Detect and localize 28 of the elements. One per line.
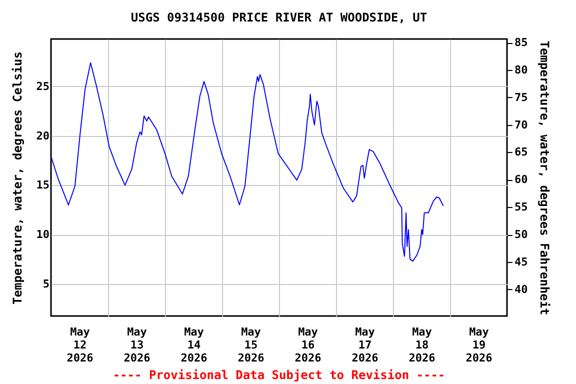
y-axis-title: Temperature, water, degrees Celsius (10, 52, 24, 304)
x-tick-label: May 16 2026 (294, 326, 322, 364)
y2-tick-label: 45 (514, 255, 528, 268)
text: ---- Provisional Data Subject to Revision ---- (112, 368, 446, 382)
chart-title: USGS 09314500 PRICE RIVER AT WOODSIDE, UT (130, 10, 428, 24)
x-tick-label: May 18 2026 (408, 326, 436, 364)
x-tick-label: May 15 2026 (238, 326, 265, 364)
line-series (51, 62, 444, 262)
y2-tick-label: 80 (514, 63, 528, 76)
y2-tick-label: 70 (514, 118, 528, 132)
y2-tick-label: 60 (514, 173, 528, 186)
y-tick-label: 25 (36, 80, 50, 93)
y-tick-label: 5 (42, 277, 50, 290)
y-tick-label: 20 (36, 129, 50, 142)
x-tick-label: May 12 2026 (66, 326, 94, 364)
x-tick-label: May 13 2026 (124, 326, 151, 364)
y2-tick-label: 75 (514, 90, 528, 104)
x-tick-label: May 17 2026 (352, 326, 379, 364)
y2-tick-label: 55 (514, 200, 528, 214)
x-tick-label: May 19 2026 (466, 326, 493, 364)
x-tick-label: May 14 2026 (180, 326, 208, 364)
y2-tick-label: 65 (514, 146, 528, 159)
y2-axis-title: Temperature, water, degrees Fahrenheit (538, 40, 552, 316)
y-tick-label: 15 (36, 178, 50, 192)
y2-tick-label: 40 (514, 282, 528, 296)
y2-tick-label: 50 (514, 228, 528, 242)
y-tick-label: 10 (36, 228, 50, 242)
y2-tick-label: 85 (514, 36, 528, 50)
